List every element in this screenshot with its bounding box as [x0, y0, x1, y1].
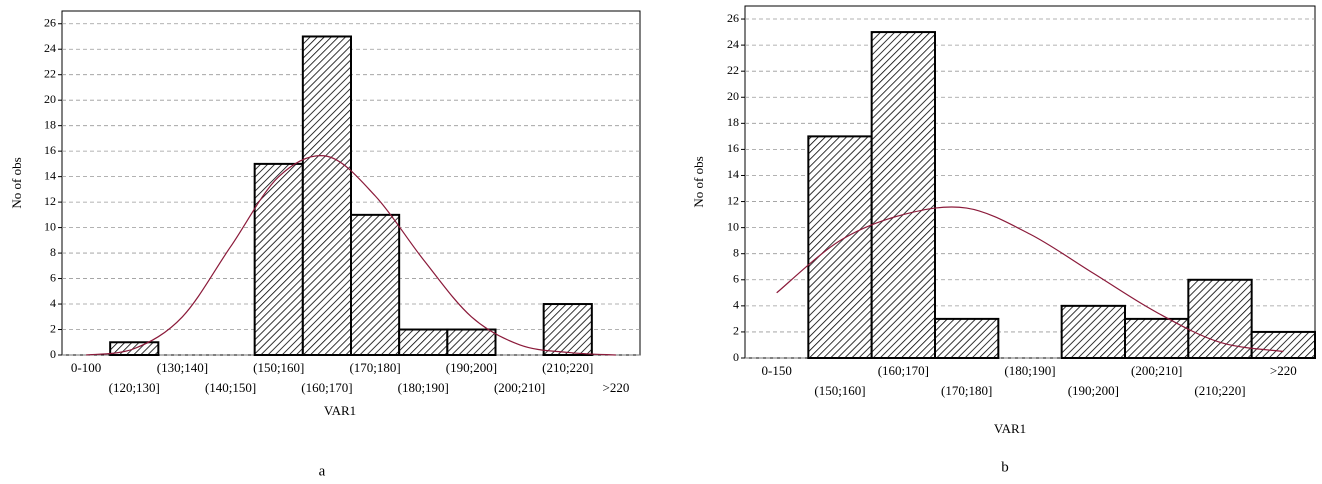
x-tick-label: (180;190] — [398, 380, 449, 395]
y-tick-label: 10 — [727, 219, 739, 233]
x-tick-label: (160;170] — [301, 380, 352, 395]
x-tick-label: (120;130] — [109, 380, 160, 395]
bar — [807, 135, 873, 359]
x-tick-label: (170;180] — [349, 360, 400, 375]
x-tick-label: (150;160] — [253, 360, 304, 375]
y-tick-label: 18 — [44, 117, 56, 131]
y-tick-label: 22 — [727, 63, 739, 77]
x-tick-label: (200;210] — [494, 380, 545, 395]
bar — [1187, 278, 1253, 359]
x-tick-label: 0-100 — [71, 360, 101, 375]
y-tick-label: 16 — [727, 141, 739, 155]
x-tick-label: >220 — [602, 380, 629, 395]
bar — [350, 213, 401, 356]
y-axis-label: No of obs — [691, 156, 706, 207]
y-tick-label: 20 — [44, 92, 56, 106]
bar — [446, 328, 497, 357]
x-tick-label: (190;200] — [1068, 383, 1119, 398]
y-tick-label: 2 — [733, 324, 739, 338]
y-tick-label: 4 — [733, 298, 739, 312]
x-tick-label: (160;170] — [878, 363, 929, 378]
x-tick-label: (150;160] — [814, 383, 865, 398]
y-tick-label: 4 — [50, 296, 56, 310]
bar — [1250, 330, 1316, 360]
x-tick-label: 0-150 — [761, 363, 791, 378]
y-axis-label: No of obs — [9, 157, 24, 208]
fitted-curve — [776, 206, 1284, 353]
y-tick-label: 0 — [733, 350, 739, 364]
y-tick-label: 12 — [727, 193, 739, 207]
caption: b — [1001, 459, 1009, 475]
caption: a — [319, 463, 326, 479]
bar — [934, 317, 1000, 359]
y-tick-label: 24 — [44, 41, 56, 55]
y-tick-label: 18 — [727, 115, 739, 129]
y-tick-label: 6 — [733, 272, 739, 286]
fitted-curve — [86, 154, 616, 356]
y-tick-label: 12 — [44, 194, 56, 208]
x-tick-label: (200;210] — [1131, 363, 1182, 378]
bar — [253, 162, 304, 356]
x-tick-label: (210;220] — [542, 360, 593, 375]
x-tick-label: (140;150] — [205, 380, 256, 395]
y-tick-label: 20 — [727, 89, 739, 103]
y-tick-label: 6 — [50, 270, 56, 284]
y-tick-label: 14 — [727, 167, 739, 181]
bar — [398, 328, 449, 357]
y-tick-label: 10 — [44, 219, 56, 233]
x-tick-label: (180;190] — [1004, 363, 1055, 378]
y-tick-label: 26 — [44, 15, 56, 29]
y-tick-label: 2 — [50, 321, 56, 335]
bar — [301, 35, 353, 357]
bar — [870, 31, 937, 360]
y-tick-label: 8 — [733, 245, 739, 259]
y-tick-label: 14 — [44, 168, 56, 182]
x-axis-label: VAR1 — [994, 421, 1026, 436]
x-tick-label: (130;140] — [157, 360, 208, 375]
y-tick-label: 22 — [44, 66, 56, 80]
bar — [542, 303, 593, 357]
x-tick-label: >220 — [1270, 363, 1297, 378]
y-tick-label: 0 — [50, 347, 56, 361]
x-tick-label: (190;200] — [446, 360, 497, 375]
y-tick-label: 8 — [50, 245, 56, 259]
x-tick-label: (210;220] — [1194, 383, 1245, 398]
x-tick-label: (170;180] — [941, 383, 992, 398]
chart: 024681012141618202224260-150(150;160](16… — [691, 5, 1316, 475]
y-tick-label: 26 — [727, 11, 739, 25]
bar — [1060, 304, 1126, 359]
y-tick-label: 24 — [727, 37, 739, 51]
y-tick-label: 16 — [44, 143, 56, 157]
x-axis-label: VAR1 — [324, 403, 356, 418]
chart: 024681012141618202224260-100(120;130](13… — [9, 10, 641, 479]
